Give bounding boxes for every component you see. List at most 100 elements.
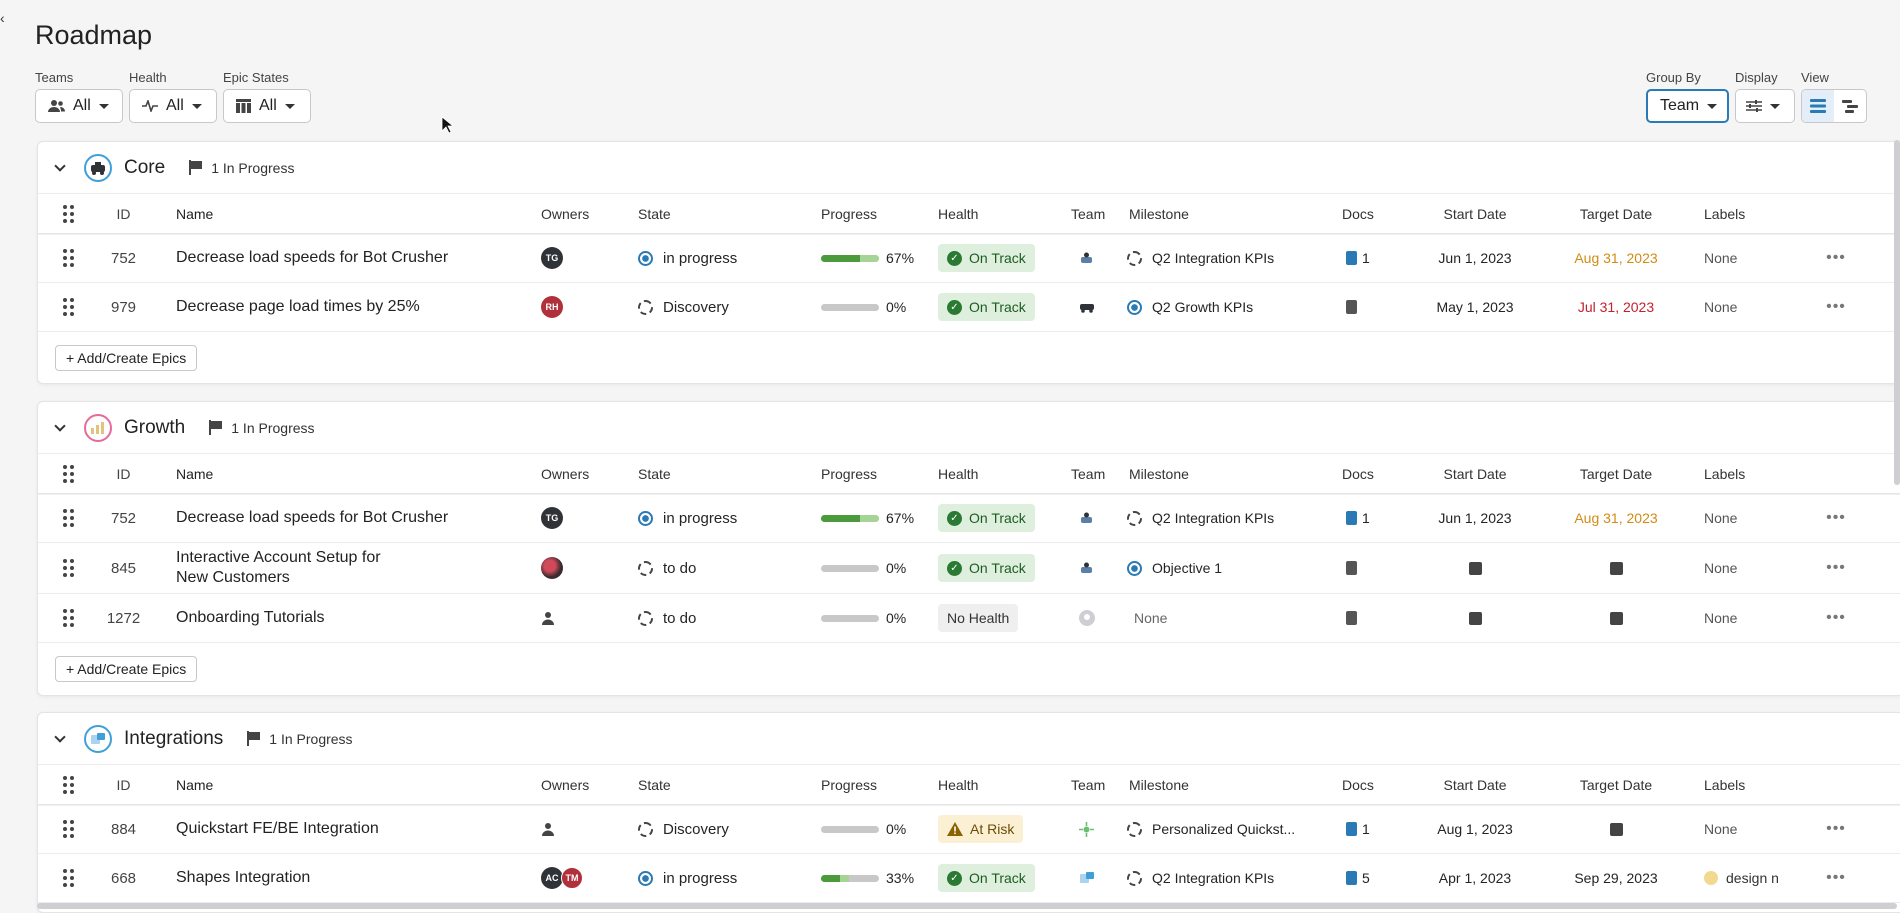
col-start-date[interactable]: Start Date [1443, 776, 1507, 793]
labels-cell[interactable]: design n [1686, 870, 1816, 886]
more-options-icon[interactable]: ••• [1826, 298, 1846, 315]
epic-name[interactable]: Onboarding Tutorials [176, 609, 325, 626]
team-cell[interactable] [1071, 561, 1124, 576]
labels-cell[interactable]: None [1704, 250, 1738, 266]
timeline-view-button[interactable] [1834, 90, 1866, 122]
docs-cell[interactable] [1337, 611, 1404, 625]
drag-handle-icon[interactable] [46, 249, 91, 267]
drag-handle-icon[interactable] [46, 820, 91, 838]
start-date[interactable]: Jun 1, 2023 [1438, 510, 1512, 526]
target-date-cell[interactable] [1546, 822, 1686, 836]
col-start-date[interactable]: Start Date [1443, 205, 1507, 222]
col-progress[interactable]: Progress [821, 465, 878, 482]
col-id[interactable]: ID [116, 205, 131, 222]
add-create-epics-button[interactable]: + Add/Create Epics [55, 656, 198, 682]
docs-cell[interactable] [1337, 300, 1404, 314]
col-health[interactable]: Health [938, 205, 979, 222]
col-docs[interactable]: Docs [1342, 205, 1374, 222]
health-cell[interactable]: ✓ On Track [938, 504, 1071, 532]
target-date[interactable]: Aug 31, 2023 [1574, 510, 1658, 526]
state-cell[interactable]: in progress [633, 250, 818, 267]
milestone-cell[interactable]: Q2 Integration KPIs [1124, 510, 1337, 526]
table-row[interactable]: 979 Decrease page load times by 25% RH D… [38, 283, 1900, 332]
col-start-date[interactable]: Start Date [1443, 465, 1507, 482]
chevron-down-icon[interactable] [54, 419, 66, 432]
drag-handle-icon[interactable] [46, 464, 91, 483]
col-target-date[interactable]: Target Date [1579, 776, 1653, 793]
vertical-scrollbar[interactable] [1894, 140, 1900, 485]
col-health[interactable]: Health [938, 465, 979, 482]
epic-states-filter-button[interactable]: All [223, 89, 311, 123]
start-date-cell[interactable] [1404, 611, 1546, 625]
epic-name[interactable]: Interactive Account Setup for New Custom… [176, 549, 381, 586]
drag-handle-icon[interactable] [46, 298, 91, 316]
col-milestone[interactable]: Milestone [1129, 205, 1189, 222]
table-row[interactable]: 668 Shapes Integration AC TM in progress… [38, 854, 1900, 903]
docs-cell[interactable] [1337, 561, 1404, 575]
more-options-icon[interactable]: ••• [1826, 559, 1846, 576]
col-team[interactable]: Team [1071, 205, 1106, 222]
table-row[interactable]: 884 Quickstart FE/BE Integration Discove… [38, 805, 1900, 854]
drag-handle-icon[interactable] [46, 559, 91, 577]
col-name[interactable]: Name [176, 205, 214, 222]
col-docs[interactable]: Docs [1342, 465, 1374, 482]
col-milestone[interactable]: Milestone [1129, 465, 1189, 482]
labels-cell[interactable]: None [1704, 821, 1738, 837]
owners-cell[interactable]: AC TM [536, 867, 633, 889]
col-owners[interactable]: Owners [541, 205, 590, 222]
state-cell[interactable]: Discovery [633, 299, 818, 316]
col-state[interactable]: State [638, 465, 671, 482]
owners-cell[interactable]: TG [536, 247, 633, 269]
health-cell[interactable]: No Health [938, 604, 1071, 632]
epic-name[interactable]: Decrease page load times by 25% [176, 298, 420, 315]
labels-cell[interactable]: None [1704, 510, 1738, 526]
col-labels[interactable]: Labels [1704, 205, 1746, 222]
col-target-date[interactable]: Target Date [1579, 205, 1653, 222]
milestone-cell[interactable]: Objective 1 [1124, 560, 1337, 576]
display-button[interactable] [1735, 89, 1795, 123]
more-options-icon[interactable]: ••• [1826, 820, 1846, 837]
docs-cell[interactable]: 1 [1337, 510, 1404, 526]
health-cell[interactable]: At Risk [938, 815, 1071, 843]
start-date[interactable]: Aug 1, 2023 [1437, 821, 1513, 837]
group-by-button[interactable]: Team [1646, 89, 1729, 123]
col-id[interactable]: ID [116, 465, 131, 482]
state-cell[interactable]: to do [633, 610, 818, 627]
epic-name[interactable]: Decrease load speeds for Bot Crusher [176, 249, 449, 266]
target-date-cell[interactable] [1546, 561, 1686, 575]
milestone-cell[interactable]: Personalized Quickst... [1124, 821, 1337, 837]
target-date[interactable]: Jul 31, 2023 [1577, 299, 1655, 315]
more-options-icon[interactable]: ••• [1826, 509, 1846, 526]
docs-cell[interactable]: 5 [1337, 870, 1404, 886]
collapse-sidebar-icon[interactable]: ‹ [0, 10, 5, 26]
col-state[interactable]: State [638, 776, 671, 793]
col-team[interactable]: Team [1071, 465, 1106, 482]
health-cell[interactable]: ✓ On Track [938, 864, 1071, 892]
health-cell[interactable]: ✓ On Track [938, 554, 1071, 582]
drag-handle-icon[interactable] [46, 509, 91, 527]
col-name[interactable]: Name [176, 465, 214, 482]
col-progress[interactable]: Progress [821, 205, 878, 222]
col-state[interactable]: State [638, 205, 671, 222]
list-view-button[interactable] [1802, 90, 1834, 122]
table-row[interactable]: 752 Decrease load speeds for Bot Crusher… [38, 234, 1900, 283]
milestone-cell[interactable]: Q2 Integration KPIs [1124, 250, 1337, 266]
target-date[interactable]: Sep 29, 2023 [1574, 870, 1658, 886]
state-cell[interactable]: in progress [633, 870, 818, 887]
owners-cell[interactable] [536, 822, 633, 836]
start-date-cell[interactable] [1404, 561, 1546, 575]
horizontal-scrollbar[interactable] [37, 903, 1897, 909]
col-team[interactable]: Team [1071, 776, 1106, 793]
drag-handle-icon[interactable] [46, 609, 91, 627]
owners-cell[interactable] [536, 611, 633, 625]
col-target-date[interactable]: Target Date [1579, 465, 1653, 482]
team-cell[interactable] [1071, 511, 1124, 526]
chevron-down-icon[interactable] [54, 730, 66, 743]
more-options-icon[interactable]: ••• [1826, 869, 1846, 886]
start-date[interactable]: Jun 1, 2023 [1438, 250, 1512, 266]
col-progress[interactable]: Progress [821, 776, 878, 793]
state-cell[interactable]: to do [633, 560, 818, 577]
epic-name[interactable]: Decrease load speeds for Bot Crusher [176, 509, 449, 526]
owners-cell[interactable] [536, 557, 633, 579]
team-cell[interactable] [1071, 251, 1124, 266]
